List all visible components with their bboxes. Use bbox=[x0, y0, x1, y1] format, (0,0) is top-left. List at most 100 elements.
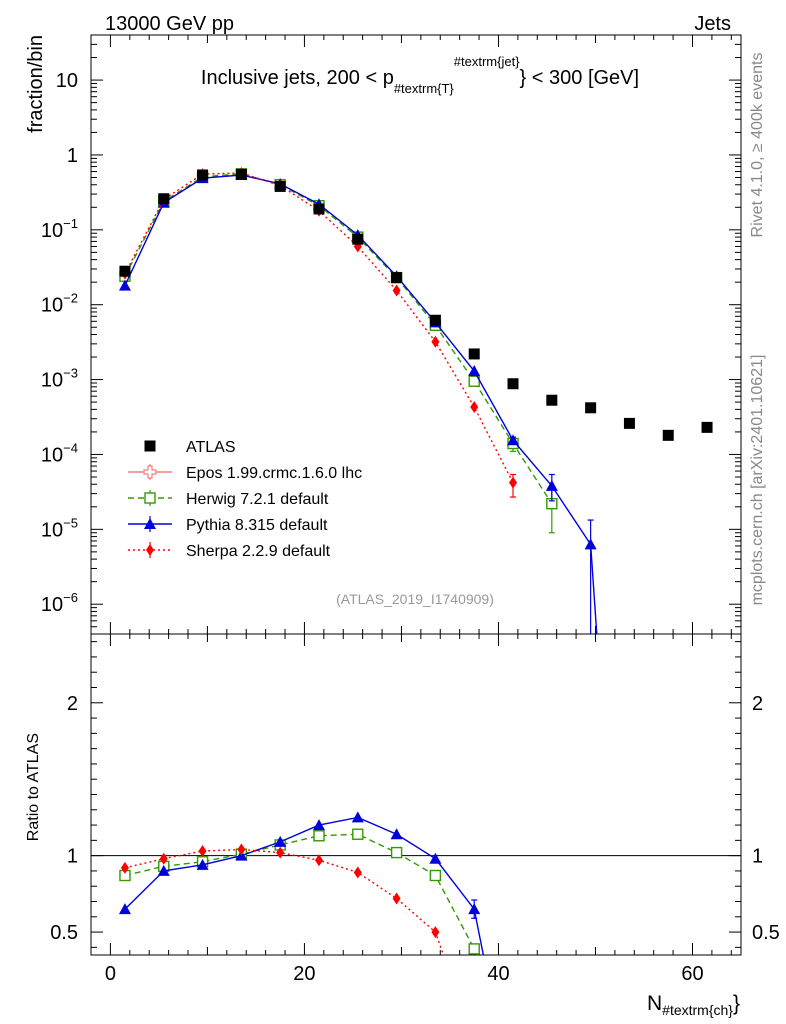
y-tick-exponent: −4 bbox=[63, 440, 78, 455]
main-y-tick-label: 10−1 bbox=[41, 216, 78, 242]
x-tick-label: 60 bbox=[681, 963, 703, 985]
main-atlas-data-point bbox=[313, 203, 325, 215]
main-atlas-data-point bbox=[391, 272, 403, 284]
y-tick-base: 10 bbox=[41, 519, 63, 541]
ratio-sherpa-2-2-9-default-series-group bbox=[120, 843, 445, 955]
main-y-tick-label: 10−3 bbox=[41, 366, 78, 392]
x-axis-label-end: } bbox=[733, 992, 740, 1015]
y-tick-base: 10 bbox=[41, 295, 63, 317]
ratio-sherpa-2-2-9-default-data-point bbox=[392, 892, 401, 905]
ratio-pythia-8-315-default-data-point bbox=[468, 903, 481, 915]
y-tick-base: 1 bbox=[67, 145, 78, 167]
main-atlas-data-point bbox=[119, 265, 131, 277]
ratio-pythia-8-315-default-data-point bbox=[118, 903, 131, 915]
ratio-pythia-8-315-default-data-point bbox=[196, 858, 209, 870]
ratio-panel: 0 20 40 60 0.5 0.5 1 1 2 2 bbox=[50, 633, 780, 985]
main-atlas-data-point bbox=[274, 180, 286, 192]
main-sherpa-2-2-9-default-series-line bbox=[124, 172, 514, 483]
ratio-pythia-8-315-default-data-point bbox=[157, 864, 170, 876]
ratio-pythia-8-315-default-series-group bbox=[118, 811, 485, 955]
ratio-y-tick-label-right: 0.5 bbox=[752, 922, 780, 944]
ratio-plot-frame bbox=[90, 633, 742, 956]
ratio-herwig-7-2-1-default-data-point bbox=[313, 830, 325, 842]
ratio-sherpa-2-2-9-default-data-point bbox=[237, 843, 246, 856]
ratio-sherpa-2-2-9-default-data-point bbox=[198, 845, 207, 858]
main-sherpa-2-2-9-default-data-point bbox=[509, 476, 518, 489]
title-superscript: #textrm{jet} bbox=[454, 54, 520, 69]
main-atlas-data-point bbox=[623, 417, 635, 429]
main-y-tick-label: 1 bbox=[67, 145, 78, 167]
main-atlas-data-point bbox=[546, 394, 558, 406]
main-atlas-data-point bbox=[235, 168, 247, 180]
x-tick-label: 40 bbox=[487, 963, 509, 985]
legend-label: Herwig 7.2.1 default bbox=[186, 491, 329, 508]
main-sherpa-2-2-9-default-data-point bbox=[470, 401, 479, 414]
main-atlas-data-point bbox=[429, 314, 441, 326]
main-atlas-data-point bbox=[197, 169, 209, 181]
ratio-pythia-8-315-default-data-point bbox=[312, 819, 325, 831]
main-atlas-data-point bbox=[352, 233, 364, 245]
y-tick-base: 10 bbox=[56, 70, 78, 92]
ratio-sherpa-2-2-9-default-data-point bbox=[120, 861, 129, 874]
x-axis-label-main: N bbox=[647, 992, 662, 1015]
ratio-herwig-7-2-1-default-data-point bbox=[429, 869, 442, 882]
ratio-sherpa-2-2-9-default-data-point bbox=[314, 854, 323, 867]
ratio-herwig-7-2-1-default-series-group bbox=[119, 828, 480, 955]
main-y-tick-label: 10−5 bbox=[41, 515, 78, 541]
main-panel-title: Inclusive jets, 200 < p#textrm{T} #textrm… bbox=[201, 54, 639, 96]
ratio-herwig-7-2-1-default-data-point bbox=[352, 828, 364, 840]
legend-marker bbox=[144, 492, 156, 504]
title-subscript: #textrm{T} bbox=[394, 81, 455, 96]
header-left-label: 13000 GeV pp bbox=[105, 13, 234, 35]
main-y-tick-label: 10 bbox=[56, 70, 78, 92]
main-atlas-data-point bbox=[662, 429, 674, 441]
ratio-sherpa-2-2-9-default-data-point bbox=[431, 926, 440, 939]
main-sherpa-2-2-9-default-series-group bbox=[120, 166, 518, 498]
ratio-y-tick-label: 2 bbox=[67, 693, 78, 715]
x-axis-label: N#textrm{ch}} bbox=[647, 992, 740, 1018]
y-tick-base: 10 bbox=[41, 444, 63, 466]
legend-marker bbox=[144, 440, 156, 452]
main-sherpa-2-2-9-default-data-point bbox=[392, 284, 401, 297]
rivet-version-label: Rivet 4.1.0, ≥ 400k events bbox=[749, 53, 766, 238]
ratio-sherpa-2-2-9-default-data-point bbox=[353, 866, 362, 879]
analysis-watermark: (ATLAS_2019_I1740909) bbox=[336, 591, 494, 607]
legend-marker bbox=[143, 465, 157, 479]
main-pythia-8-315-default-data-point bbox=[545, 479, 558, 491]
ratio-pythia-8-315-default-data-point bbox=[351, 811, 364, 823]
y-tick-exponent: −6 bbox=[63, 590, 78, 605]
main-y-tick-label: 10−2 bbox=[41, 291, 78, 317]
ratio-y-tick-label-right: 2 bbox=[752, 693, 763, 715]
main-atlas-data-point bbox=[158, 193, 170, 205]
x-tick-label: 0 bbox=[105, 963, 116, 985]
legend-marker bbox=[146, 544, 154, 556]
ratio-y-tick-label-right: 1 bbox=[752, 846, 763, 868]
ratio-y-tick-label: 1 bbox=[67, 846, 78, 868]
main-sherpa-2-2-9-default-data-point bbox=[431, 335, 440, 348]
legend-label: Epos 1.99.crmc.1.6.0 lhc bbox=[186, 465, 362, 482]
legend-label: Pythia 8.315 default bbox=[186, 517, 328, 534]
ratio-y-tick-label: 0.5 bbox=[50, 922, 78, 944]
ratio-pythia-8-315-default-data-point bbox=[390, 828, 403, 840]
mcplots-label: mcplots.cern.ch [arXiv:2401.10621] bbox=[749, 355, 766, 606]
main-pythia-8-315-default-data-point bbox=[468, 365, 481, 377]
x-tick-label: 20 bbox=[293, 963, 315, 985]
title-end-text: } < 300 [GeV] bbox=[520, 67, 640, 89]
main-pythia-8-315-default-data-point bbox=[118, 279, 131, 291]
main-atlas-data-point bbox=[468, 348, 480, 360]
y-tick-exponent: −3 bbox=[63, 366, 78, 381]
y-tick-exponent: −5 bbox=[63, 515, 78, 530]
ratio-herwig-7-2-1-default-data-point bbox=[468, 943, 480, 955]
y-tick-base: 10 bbox=[41, 594, 63, 616]
legend-label: Sherpa 2.2.9 default bbox=[186, 543, 331, 560]
main-pythia-8-315-default-data-point bbox=[584, 538, 597, 550]
y-tick-exponent: −2 bbox=[63, 291, 78, 306]
y-tick-base: 10 bbox=[41, 220, 63, 242]
main-pythia-8-315-default-series-line bbox=[124, 174, 598, 634]
y-tick-exponent: −1 bbox=[63, 216, 78, 231]
y-tick-base: 10 bbox=[41, 370, 63, 392]
x-axis-label-subscript: #textrm{ch} bbox=[662, 1002, 733, 1018]
ratio-sherpa-2-2-9-default-data-point bbox=[159, 852, 168, 865]
